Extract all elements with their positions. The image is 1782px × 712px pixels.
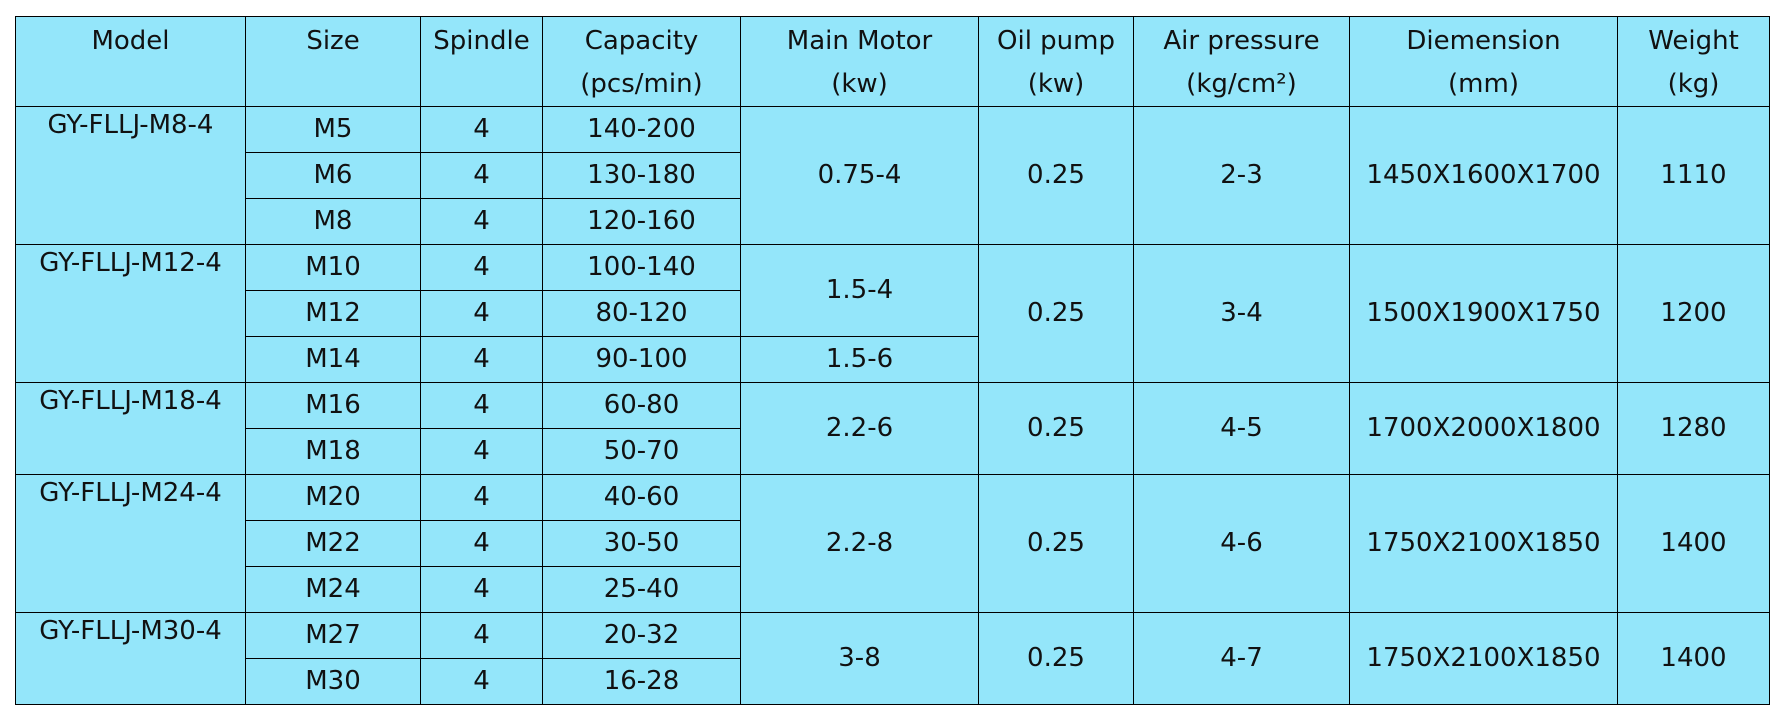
spindle-cell: 4 [420,106,543,153]
table-row: GY-FLLJ-M30-4 M27 4 20-32 3-8 0.25 4-7 1… [15,612,1770,705]
capacity-cell: 130-180 [542,152,741,199]
capacity-cell: 25-40 [542,566,741,613]
spindle-cell: 4 [420,520,543,567]
spindle-cell: 4 [420,658,543,705]
main-motor-cell: 0.75-4 [740,106,979,245]
dimension-cell: 1700X2000X1800 [1349,382,1618,475]
dimension-cell: 1450X1600X1700 [1349,106,1618,245]
header-spindle: Spindle [420,16,543,107]
weight-cell: 1200 [1617,244,1770,383]
size-cell: M24 [245,566,421,613]
table-row: M30 4 16-28 [16,658,1770,705]
size-cell: M10 [245,244,421,291]
weight-cell: 1400 [1617,474,1770,613]
main-motor-cell: 3-8 [740,612,979,705]
model-cell: GY-FLLJ-M30-4 [15,612,246,705]
weight-cell: 1110 [1617,106,1770,245]
air-pressure-cell: 4-6 [1133,474,1350,613]
table-row: M8 4 120-160 [16,198,1770,245]
oil-pump-cell: 0.25 [978,474,1134,613]
table-row: GY-FLLJ-M8-4 M5 4 140-200 0.75-4 0.25 2-… [15,106,1770,245]
capacity-cell: 40-60 [542,474,741,521]
spindle-cell: 4 [420,382,543,429]
table-row: M6 4 130-180 [16,152,1770,199]
model-cell: GY-FLLJ-M12-4 [15,244,246,383]
main-motor-cell: 2.2-8 [740,474,979,613]
capacity-cell: 30-50 [542,520,741,567]
capacity-cell: 80-120 [542,290,741,337]
table-row: M22 4 30-50 [16,520,1770,567]
header-row: Model Size Spindle Capacity (pcs/min) Mai… [15,16,1770,107]
weight-cell: 1280 [1617,382,1770,475]
spindle-cell: 4 [420,428,543,475]
spindle-cell: 4 [420,290,543,337]
dimension-cell: 1750X2100X1850 [1349,612,1618,705]
table-row: GY-FLLJ-M12-4 M10 4 100-140 1.5-4 0.25 3… [15,244,1770,383]
air-pressure-cell: 4-5 [1133,382,1350,475]
size-cell: M6 [245,152,421,199]
main-motor-cell: 1.5-4 [740,244,979,337]
model-cell: GY-FLLJ-M18-4 [15,382,246,475]
air-pressure-cell: 2-3 [1133,106,1350,245]
model-cell: GY-FLLJ-M24-4 [15,474,246,613]
header-size: Size [245,16,421,107]
air-pressure-cell: 4-7 [1133,612,1350,705]
size-cell: M8 [245,198,421,245]
header-capacity: Capacity (pcs/min) [542,16,741,107]
spindle-cell: 4 [420,566,543,613]
oil-pump-cell: 0.25 [978,382,1134,475]
size-cell: M5 [245,106,421,153]
spindle-cell: 4 [420,336,543,383]
main-motor-cell: 1.5-6 [740,336,979,383]
header-air-pressure: Air pressure (kg/cm²) [1133,16,1350,107]
oil-pump-cell: 0.25 [978,244,1134,383]
size-cell: M18 [245,428,421,475]
capacity-cell: 50-70 [542,428,741,475]
weight-cell: 1400 [1617,612,1770,705]
model-cell: GY-FLLJ-M8-4 [15,106,246,245]
table-row: M12 4 80-120 [16,290,1770,337]
header-model: Model [15,16,246,107]
spindle-cell: 4 [420,474,543,521]
size-cell: M14 [245,336,421,383]
size-cell: M22 [245,520,421,567]
spec-table: Model Size Spindle Capacity (pcs/min) Mai… [15,16,1770,705]
table-row: M24 4 25-40 [16,566,1770,613]
main-motor-cell: 2.2-6 [740,382,979,475]
spindle-cell: 4 [420,244,543,291]
capacity-cell: 90-100 [542,336,741,383]
header-oil-pump: Oil pump (kw) [978,16,1134,107]
capacity-cell: 140-200 [542,106,741,153]
dimension-cell: 1500X1900X1750 [1349,244,1618,383]
spindle-cell: 4 [420,612,543,659]
size-cell: M27 [245,612,421,659]
size-cell: M20 [245,474,421,521]
dimension-cell: 1750X2100X1850 [1349,474,1618,613]
oil-pump-cell: 0.25 [978,106,1134,245]
size-cell: M16 [245,382,421,429]
capacity-cell: 100-140 [542,244,741,291]
size-cell: M30 [245,658,421,705]
spindle-cell: 4 [420,152,543,199]
size-cell: M12 [245,290,421,337]
header-main-motor: Main Motor (kw) [740,16,979,107]
table-row: M18 4 50-70 [16,428,1770,475]
header-weight: Weight (kg) [1617,16,1770,107]
capacity-cell: 60-80 [542,382,741,429]
table-row: GY-FLLJ-M18-4 M16 4 60-80 2.2-6 0.25 4-5… [15,382,1770,475]
capacity-cell: 120-160 [542,198,741,245]
header-dimension: Diemension (mm) [1349,16,1618,107]
capacity-cell: 16-28 [542,658,741,705]
table-row: GY-FLLJ-M24-4 M20 4 40-60 2.2-8 0.25 4-6… [15,474,1770,613]
air-pressure-cell: 3-4 [1133,244,1350,383]
oil-pump-cell: 0.25 [978,612,1134,705]
spindle-cell: 4 [420,198,543,245]
capacity-cell: 20-32 [542,612,741,659]
